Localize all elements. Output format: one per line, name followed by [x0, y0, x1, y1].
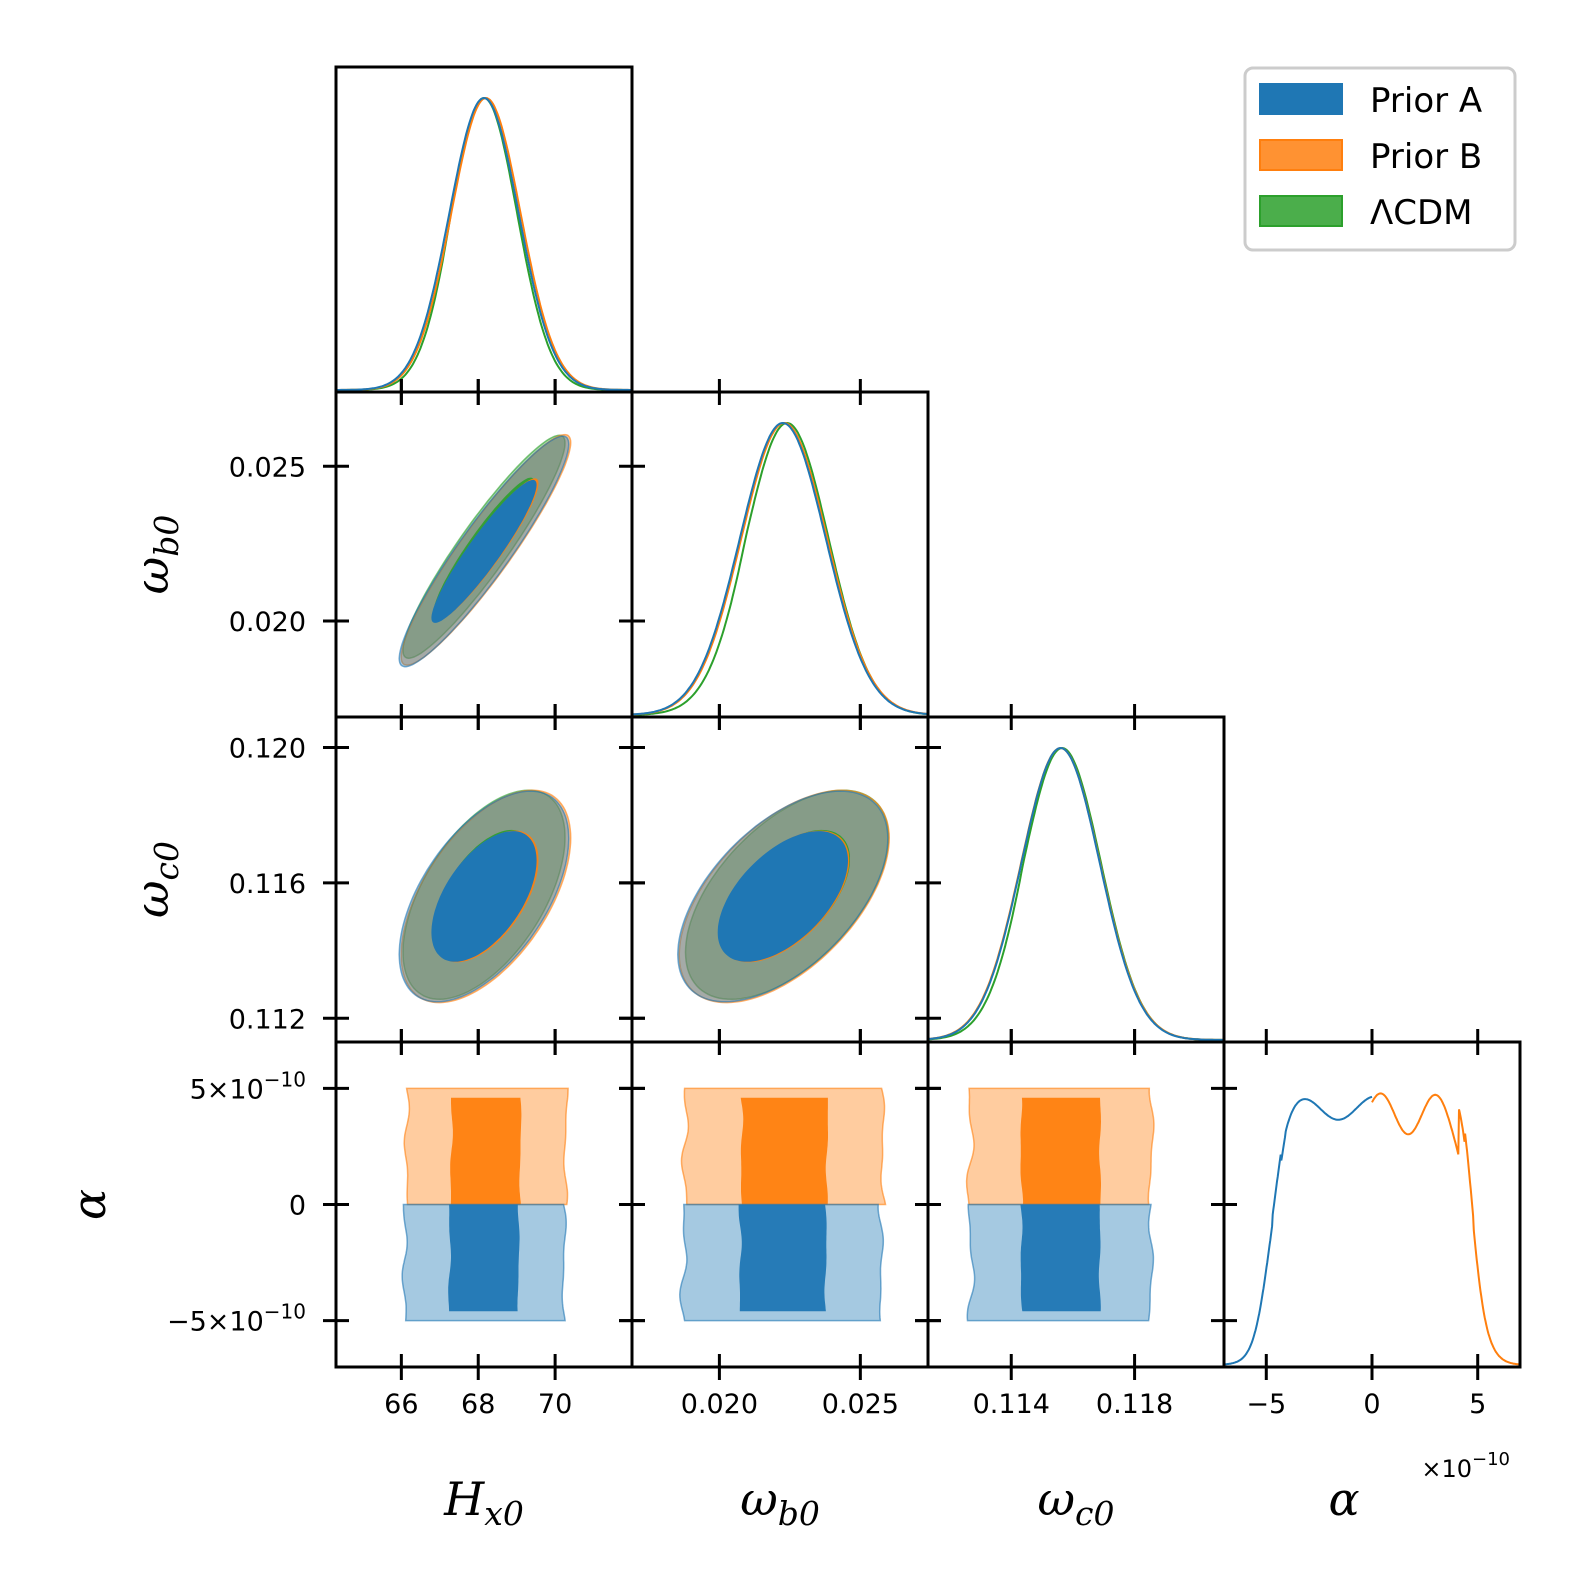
legend-label: Prior A: [1370, 81, 1482, 121]
panel-wc-a: [965, 1087, 1155, 1322]
y-tick-label: 0: [289, 1191, 306, 1222]
panel-wb-wc: [677, 789, 890, 1004]
x-tick-label: 0: [1363, 1389, 1380, 1420]
y-tick-label: −5×10−10: [167, 1300, 306, 1338]
diag-panel-wc: [928, 746, 1224, 1041]
diag-panel-wb: [632, 421, 928, 716]
y-axis-title-wb-text: ωb0: [125, 515, 186, 595]
alpha-contour-68-Prior-B: [450, 1097, 522, 1205]
y-axis-title-wc: ωc0: [125, 841, 186, 918]
panel-H-wc: [398, 789, 572, 1004]
tick-labels: 66 68 70 0.020 0.025 0.114 0.118 −5 0 5 0.020 0.025…: [167, 452, 1510, 1483]
y-tick-label: 5×10−10: [190, 1067, 306, 1105]
contour-68-Prior-A: [717, 831, 848, 962]
contour-68-Prior-A: [431, 831, 537, 962]
alpha-contour-68-Prior-B: [740, 1097, 828, 1205]
x-tick-label: 5: [1469, 1389, 1486, 1420]
pdf-line-ΛCDM: [336, 96, 632, 391]
alpha-contour-68-Prior-B: [1020, 1097, 1101, 1205]
y-tick-label: 0.120: [229, 733, 306, 764]
pdf-line-Prior-A: [632, 421, 928, 716]
x-axis-title-wb: ωb0: [740, 1472, 820, 1533]
x-axis-title-H-text: Hx0: [443, 1472, 524, 1533]
x-axis-title-wc-text: ωc0: [1038, 1472, 1115, 1533]
diag-panel-H: [336, 96, 632, 391]
pdf-line-Prior-B: [336, 96, 632, 391]
pdf-line-Prior-A: [336, 96, 632, 391]
legend-label: ΛCDM: [1370, 193, 1473, 233]
legend-label: Prior B: [1370, 137, 1482, 177]
alpha-pdf-Prior-B: [1371, 1092, 1520, 1366]
x-axis-title-wc: ωc0: [1038, 1472, 1115, 1533]
legend-swatch: [1259, 83, 1343, 115]
y-tick-label: 0.025: [229, 452, 306, 483]
x-tick-label: 68: [461, 1389, 495, 1420]
pdf-line-ΛCDM: [632, 421, 928, 716]
panel-frame: [630, 390, 930, 719]
pdf-line-ΛCDM: [928, 746, 1224, 1041]
contour-68-Prior-A: [431, 479, 537, 623]
x-tick-label: 0.118: [1096, 1389, 1173, 1420]
alpha-contour-68-Prior-A: [448, 1204, 520, 1312]
y-axis-title-wc-text: ωc0: [125, 841, 186, 918]
legend: Prior A Prior B ΛCDM: [1243, 66, 1517, 252]
alpha-pdf-Prior-A: [1224, 1095, 1373, 1366]
x-axis-title-H: Hx0: [443, 1472, 524, 1533]
axis-titles: Hx0 ωb0 ωc0 α ωb0 ωc0 α: [62, 515, 1360, 1533]
x-axis-title-a-text: α: [1328, 1472, 1359, 1526]
y-tick-label: 0.116: [229, 869, 306, 900]
legend-swatch: [1259, 195, 1343, 227]
x-axis-title-wb-text: ωb0: [740, 1472, 820, 1533]
panels: [336, 96, 1520, 1366]
alpha-contour-68-Prior-A: [1020, 1204, 1101, 1312]
tick-marks: [323, 379, 1480, 1380]
x-tick-label: 0.025: [822, 1389, 899, 1420]
y-axis-title-a: α: [62, 1189, 116, 1220]
x-offset-text: ×10−10: [1421, 1449, 1510, 1483]
panel-frame: [334, 65, 634, 394]
panel-frame: [1222, 1040, 1522, 1369]
x-tick-label: 66: [384, 1389, 418, 1420]
x-tick-label: 0.020: [681, 1389, 758, 1420]
y-axis-title-a-text: α: [62, 1189, 116, 1220]
y-tick-label: 0.020: [229, 607, 306, 638]
panel-H-a: [401, 1087, 569, 1322]
y-tick-label: 0.112: [229, 1004, 306, 1035]
x-tick-label: 0.114: [973, 1389, 1050, 1420]
x-tick-label: 70: [538, 1389, 572, 1420]
pdf-line-Prior-B: [928, 746, 1224, 1041]
diag-panel-a: [1224, 1092, 1520, 1366]
pdf-line-Prior-B: [632, 421, 928, 716]
x-tick-label: −5: [1246, 1389, 1286, 1420]
pdf-line-Prior-A: [928, 746, 1224, 1041]
y-axis-title-wb: ωb0: [125, 515, 186, 595]
x-axis-title-a: α: [1328, 1472, 1359, 1526]
panel-H-wb: [398, 433, 572, 668]
panel-wb-a: [679, 1087, 887, 1322]
legend-swatch: [1259, 139, 1343, 171]
alpha-contour-68-Prior-A: [738, 1204, 827, 1312]
